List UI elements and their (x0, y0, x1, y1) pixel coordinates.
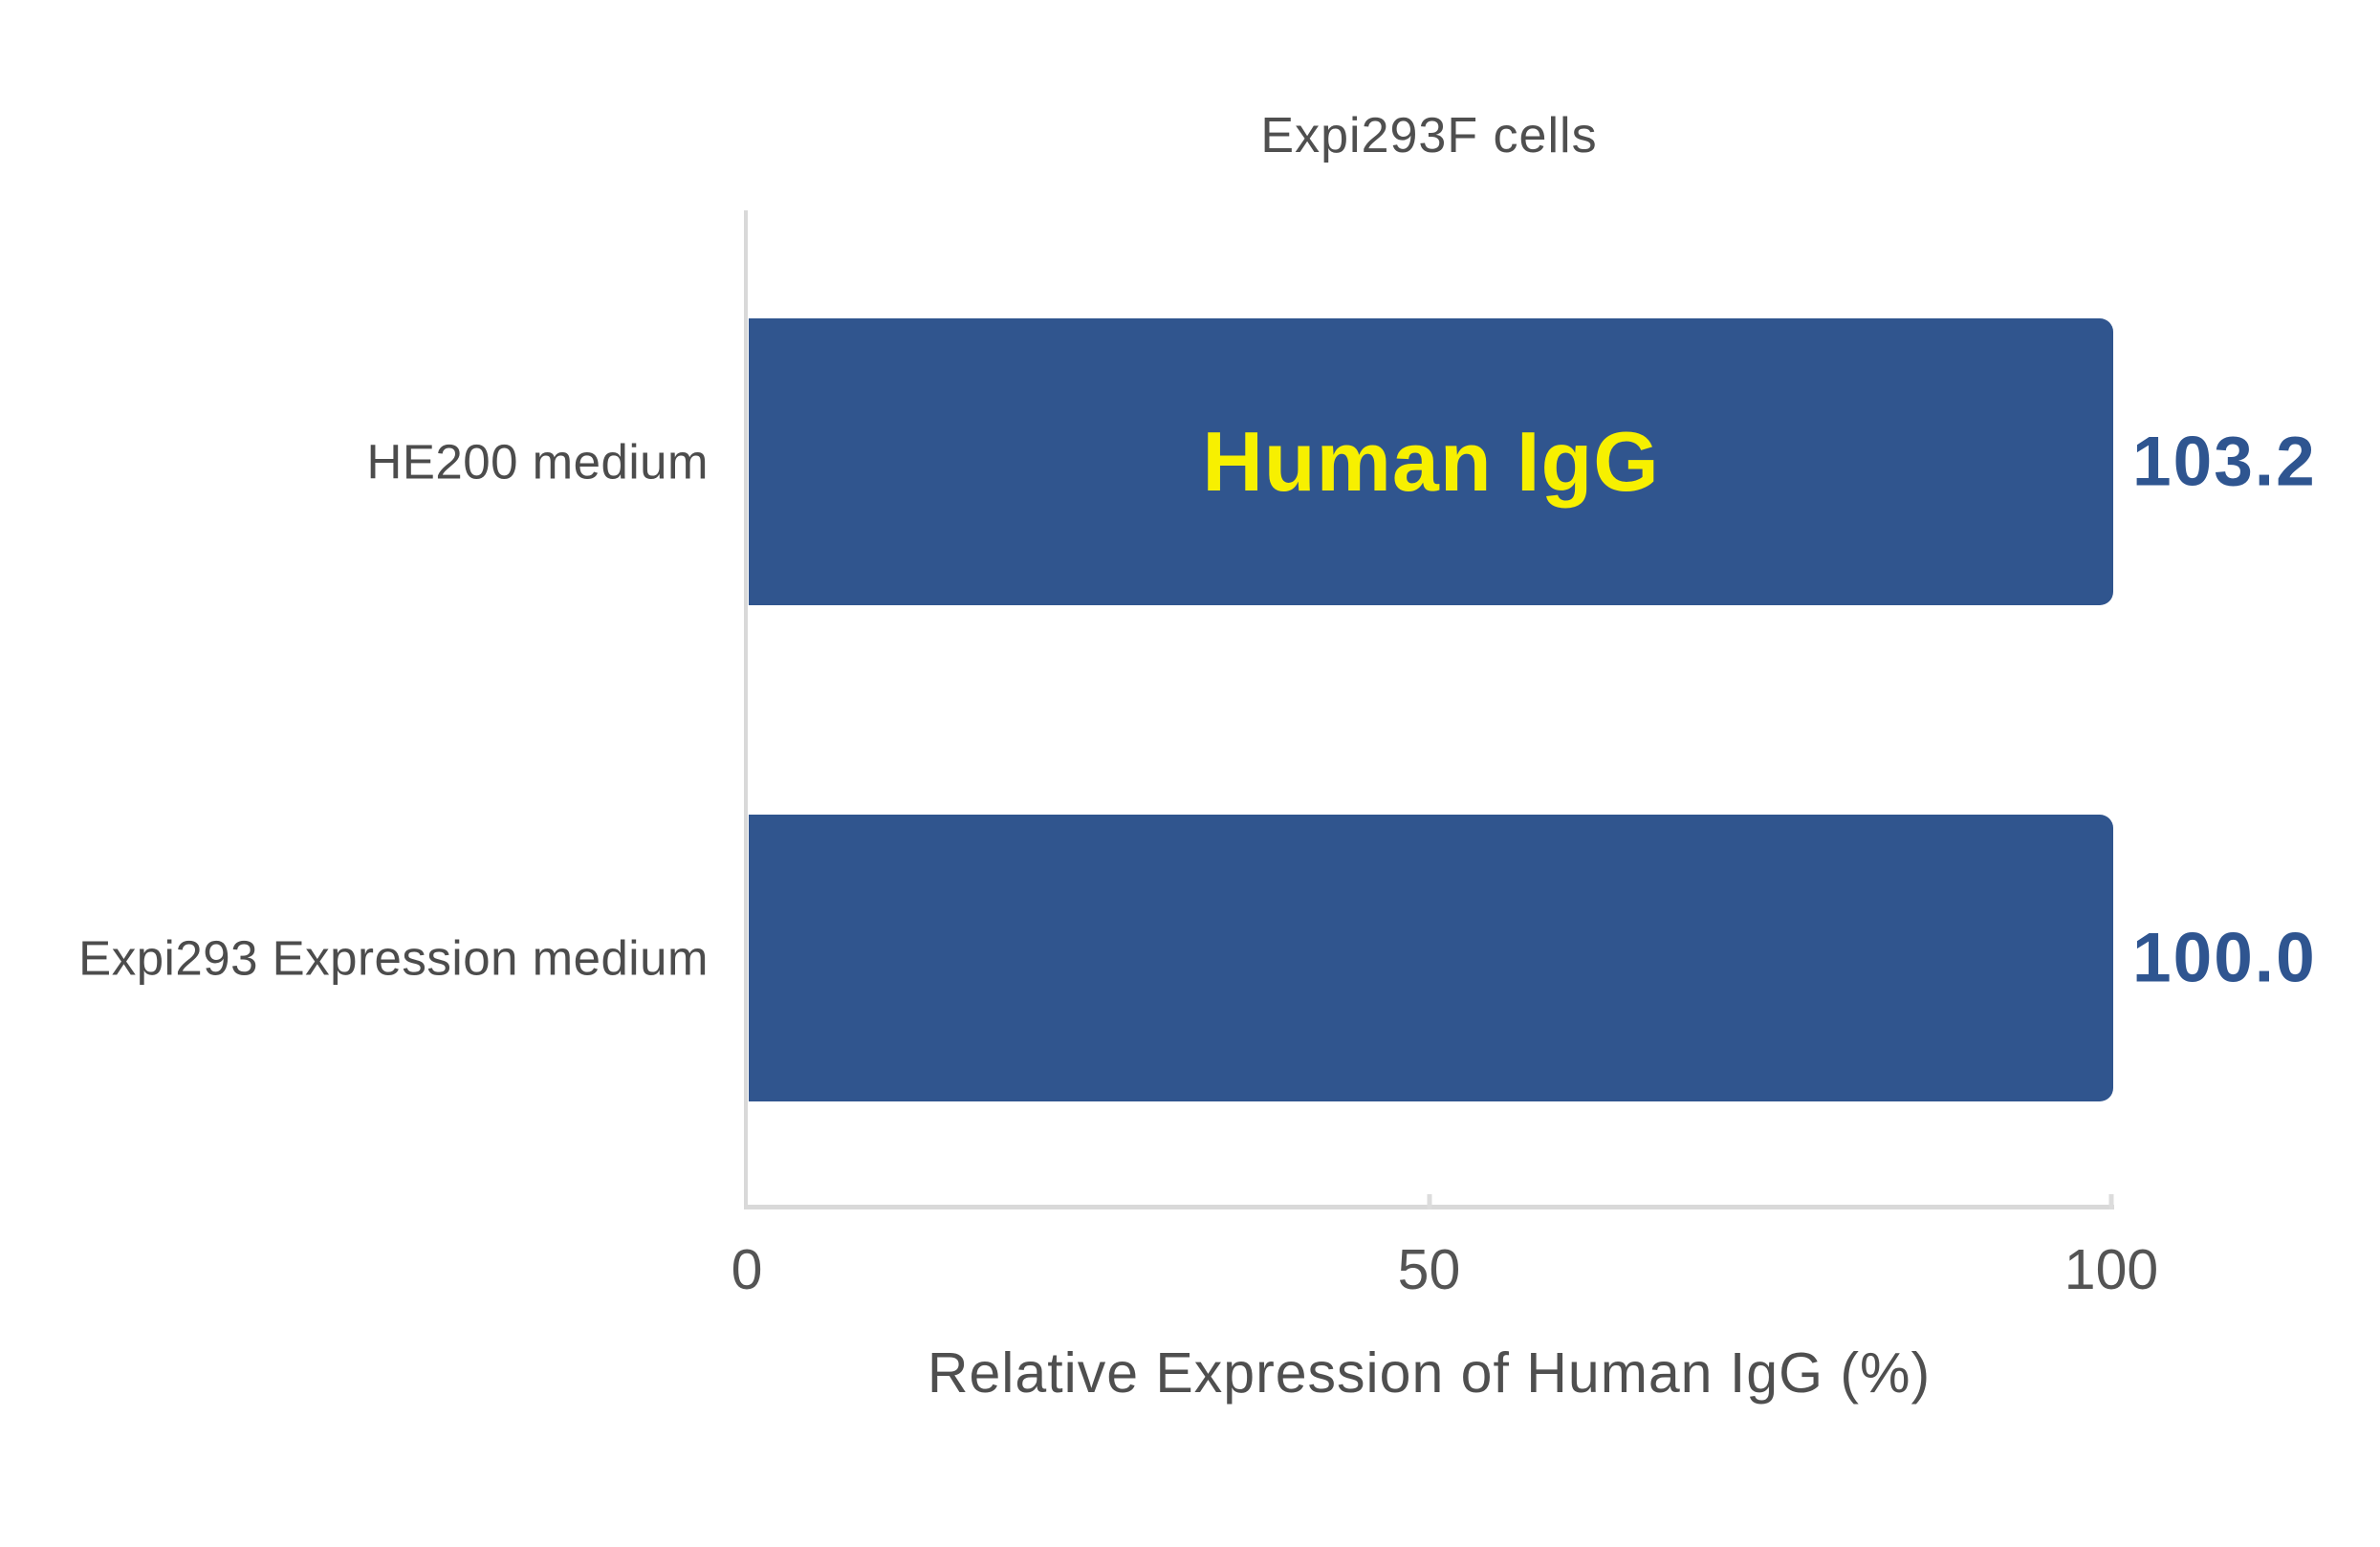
plot-area: HE200 medium Human IgG 103.2 Expi293 Exp… (78, 210, 2315, 1405)
category-label: Expi293 Expression medium (78, 930, 709, 986)
y-axis-line (744, 210, 748, 1209)
bar: Human IgG (749, 318, 2113, 605)
bar (749, 815, 2113, 1101)
x-tick-mark-100 (2108, 1194, 2114, 1209)
value-label: 103.2 (2132, 423, 2317, 501)
bar-row: Expi293 Expression medium 100.0 (78, 815, 2315, 1101)
category-label: HE200 medium (366, 434, 709, 490)
bar-annotation: Human IgG (1202, 414, 1660, 509)
x-tick-label: 50 (1397, 1238, 1461, 1301)
x-tick-label: 0 (731, 1238, 763, 1301)
x-tick-label: 100 (2063, 1238, 2159, 1301)
x-tick-mark-50 (1427, 1194, 1431, 1209)
chart-title: Expi293F cells (1260, 108, 1598, 163)
x-axis-title: Relative Expression of Human IgG (%) (927, 1341, 1932, 1405)
bar-row: HE200 medium Human IgG 103.2 (367, 318, 2315, 605)
value-label: 100.0 (2132, 919, 2317, 997)
